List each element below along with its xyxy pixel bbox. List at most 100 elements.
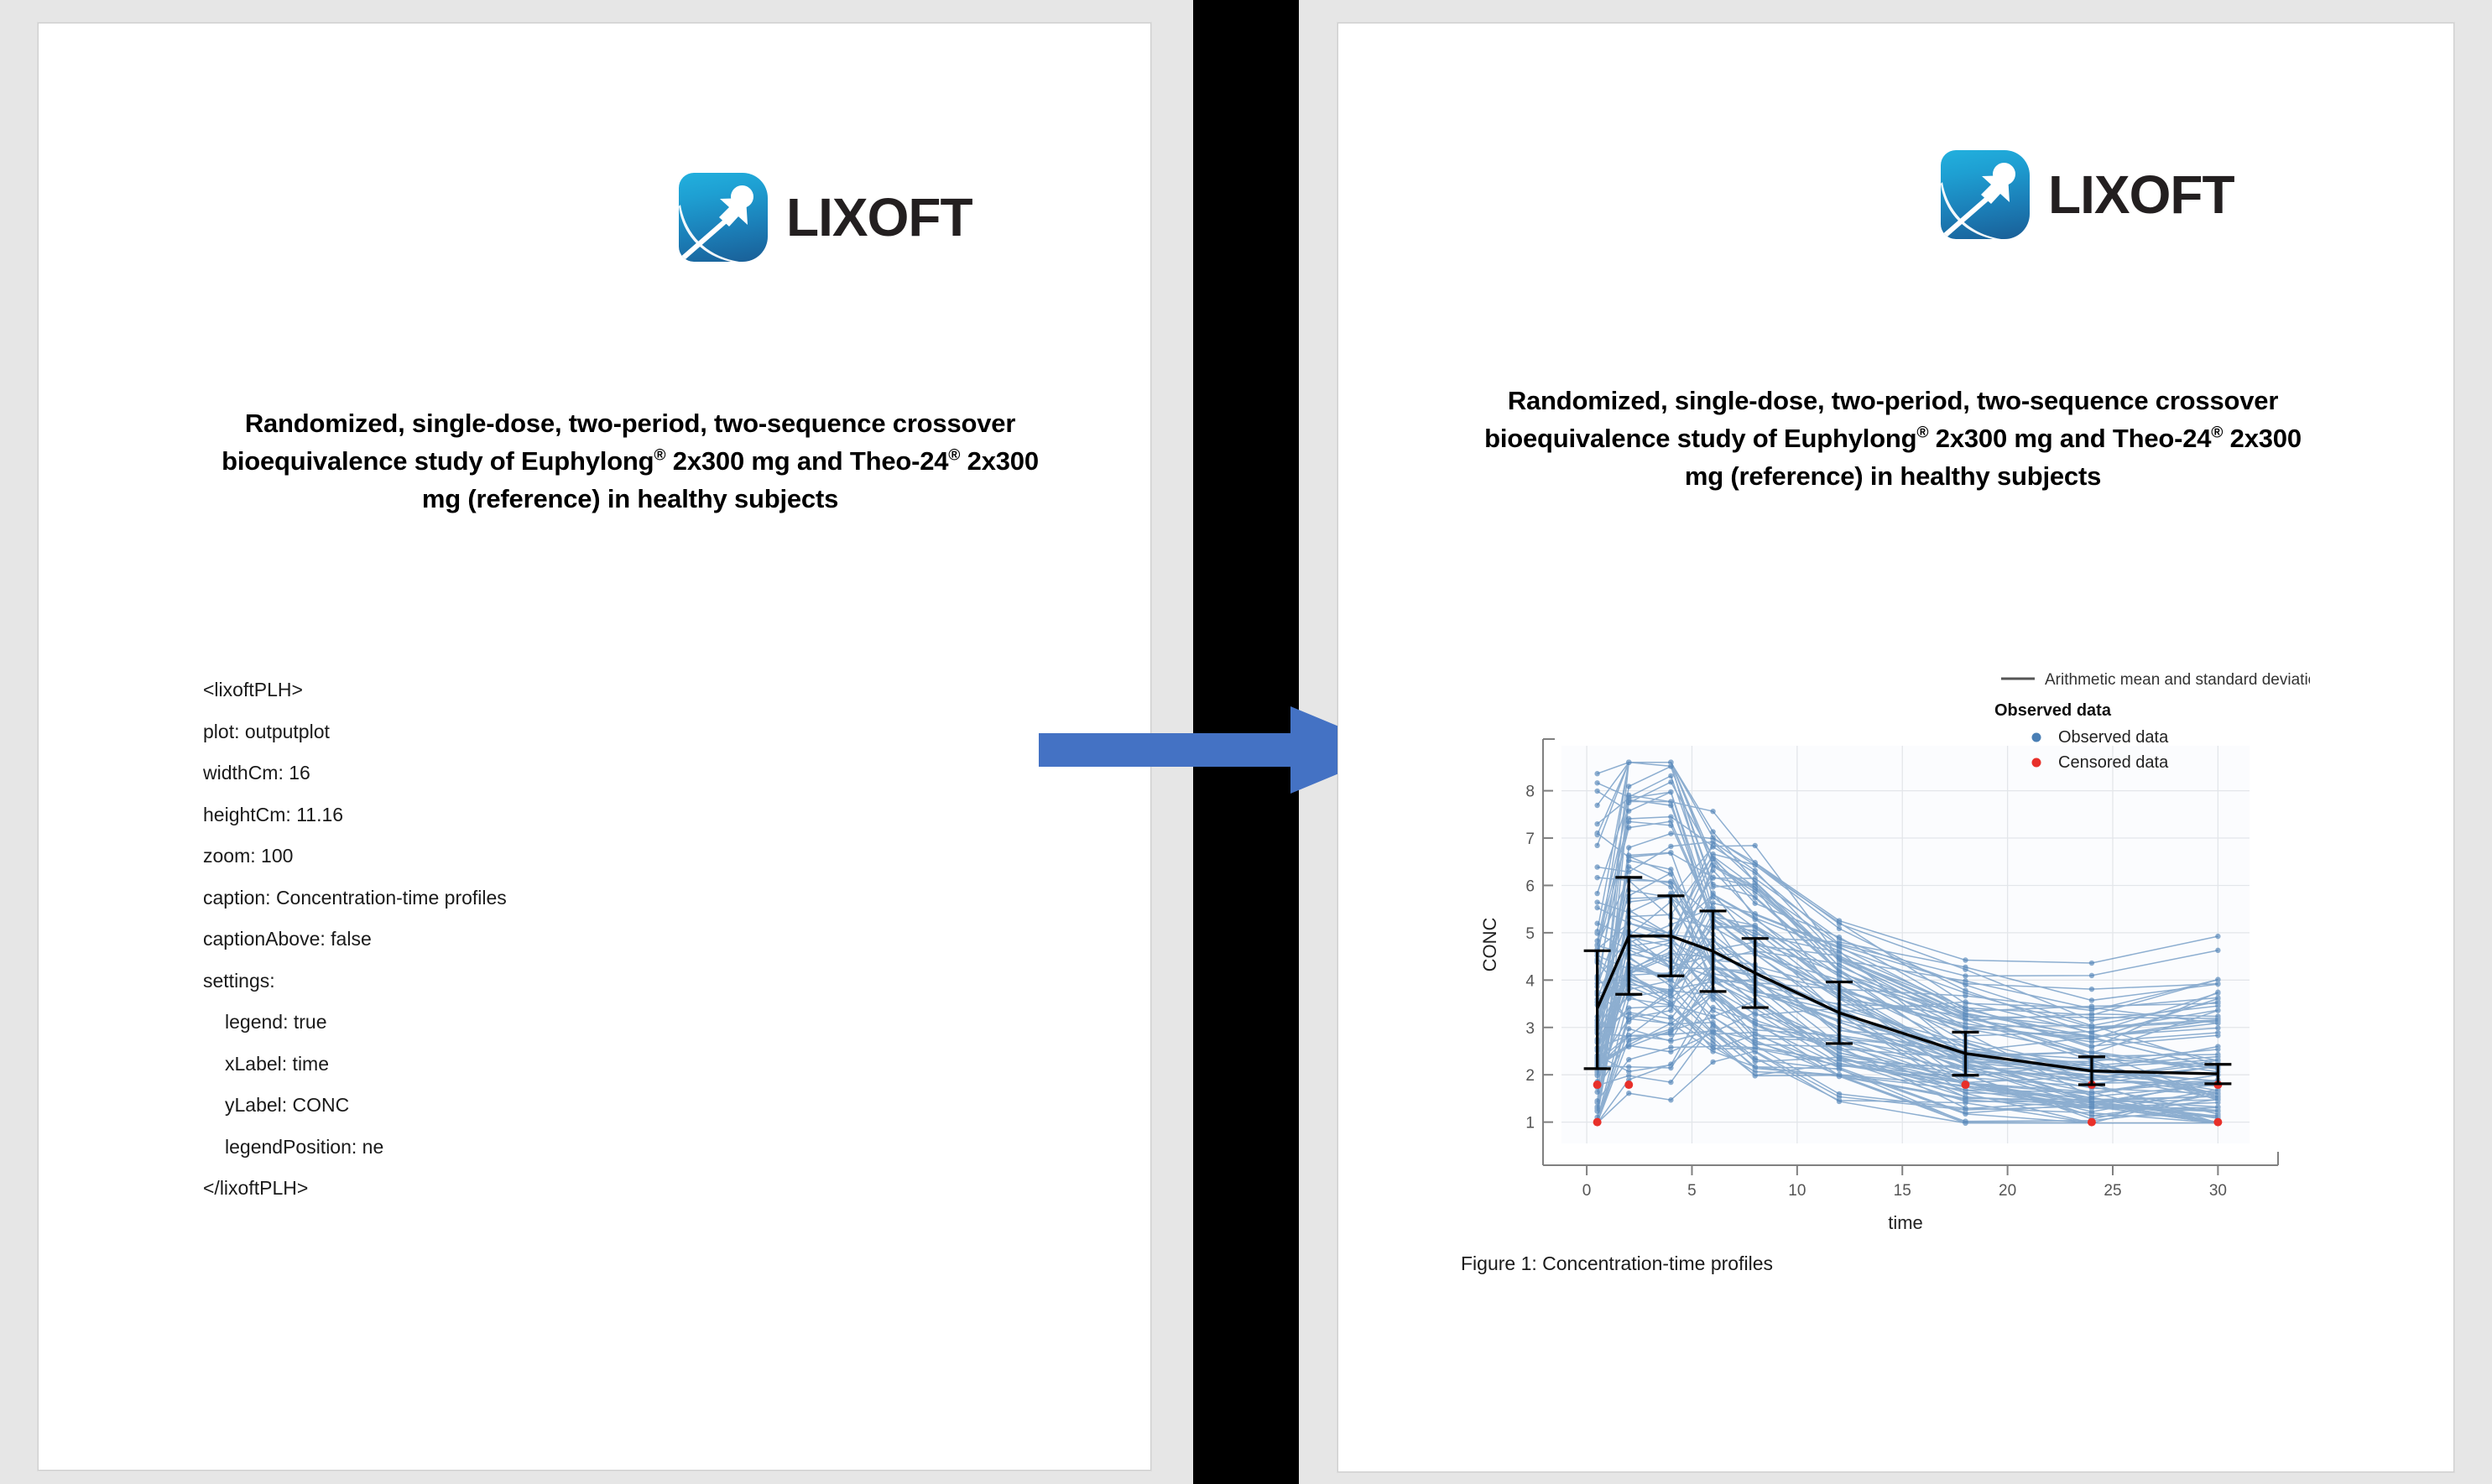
observed-point: [1668, 760, 1673, 765]
observed-point: [2215, 1021, 2220, 1026]
observed-point: [2089, 1031, 2094, 1036]
observed-point: [1668, 1008, 1673, 1013]
observed-point: [1626, 760, 1631, 765]
observed-point: [1710, 1023, 1715, 1028]
observed-point: [2215, 990, 2220, 995]
observed-point: [1837, 968, 1842, 973]
observed-point: [2215, 948, 2220, 953]
observed-point: [1668, 1021, 1673, 1026]
observed-point: [1668, 799, 1673, 804]
observed-point: [1626, 1091, 1631, 1096]
observed-point: [1837, 926, 1842, 931]
observed-point: [1963, 957, 1968, 962]
observed-point: [1710, 1028, 1715, 1033]
observed-point: [1668, 831, 1673, 836]
observed-point: [1963, 1111, 1968, 1116]
lixoft-placeholder-block[interactable]: <lixoftPLH> plot: outputplot widthCm: 16…: [203, 680, 874, 1221]
observed-point: [1668, 844, 1673, 849]
plh-line-xlabel: xLabel: time: [225, 1052, 330, 1075]
observed-point: [1963, 1091, 1968, 1096]
chart-svg[interactable]: 1 2 3 4 5 6 7 8 0 5 10 15 20 25 30 time CONC Arithmetic m…: [1461, 655, 2317, 1242]
observed-point: [1963, 1016, 1968, 1021]
observed-point: [1594, 1100, 1599, 1105]
concentration-time-chart[interactable]: 1 2 3 4 5 6 7 8 0 5 10 15 20 25 30 time CONC Arithmetic m…: [1461, 655, 2317, 1310]
x-tick-label: 30: [2209, 1182, 2227, 1200]
observed-point: [1626, 1073, 1631, 1078]
plh-line-caption: caption: Concentration-time profiles: [203, 886, 507, 909]
observed-point: [1753, 1065, 1758, 1070]
observed-point: [2215, 1003, 2220, 1008]
observed-point: [2215, 1054, 2220, 1059]
x-axis-label: time: [1888, 1212, 1923, 1233]
observed-point: [1668, 1014, 1673, 1019]
observed-point: [1668, 1039, 1673, 1044]
observed-point: [1837, 940, 1842, 945]
observed-point: [1710, 1060, 1715, 1065]
lixoft-logo-mark-icon: [679, 173, 768, 262]
observed-point: [1753, 843, 1758, 848]
observed-point: [1594, 938, 1599, 943]
observed-point: [1837, 1046, 1842, 1051]
observed-point: [2215, 1025, 2220, 1030]
observed-point: [2215, 977, 2220, 982]
observed-point: [1710, 890, 1715, 895]
observed-point: [1594, 831, 1599, 836]
observed-point: [1594, 821, 1599, 826]
observed-point: [1837, 1099, 1842, 1104]
observed-point: [1753, 889, 1758, 894]
logo-wordmark-2: LIXOFT: [2048, 164, 2235, 225]
right-document-page[interactable]: LIXOFT Randomized, single-dose, two-peri…: [1337, 23, 2454, 1472]
observed-point: [2089, 1008, 2094, 1013]
observed-point: [1668, 1097, 1673, 1102]
observed-point: [1594, 899, 1599, 904]
observed-point: [1710, 1005, 1715, 1010]
observed-point: [1710, 900, 1715, 905]
y-tick-label: 3: [1525, 1020, 1535, 1038]
logo-wordmark: LIXOFT: [786, 187, 973, 247]
plh-line-legendposition: legendPosition: ne: [225, 1135, 384, 1158]
observed-point: [2215, 982, 2220, 987]
observed-point: [1837, 1065, 1842, 1070]
observed-point: [1594, 1104, 1599, 1109]
observed-point: [1626, 816, 1631, 821]
observed-point: [1963, 973, 1968, 978]
y-tick-label: 2: [1525, 1067, 1535, 1085]
observed-point: [2215, 934, 2220, 939]
plh-line-heightcm: heightCm: 11.16: [203, 803, 344, 825]
observed-point: [1837, 961, 1842, 966]
observed-point: [1668, 992, 1673, 997]
plh-line-legend: legend: true: [225, 1011, 327, 1033]
observed-point: [1753, 1073, 1758, 1078]
plh-line-plot: plot: outputplot: [203, 720, 330, 742]
observed-point: [1668, 867, 1673, 872]
observed-point: [1668, 1049, 1673, 1054]
observed-point: [1710, 1032, 1715, 1037]
observed-point: [2215, 1033, 2220, 1038]
observed-point: [1710, 857, 1715, 862]
observed-point: [1963, 1004, 1968, 1009]
plh-line-settings: settings:: [203, 969, 275, 992]
observed-point: [1626, 869, 1631, 874]
observed-point: [2089, 1044, 2094, 1049]
observed-point: [1668, 884, 1673, 889]
left-document-page[interactable]: LIXOFT Randomized, single-dose, two-peri…: [38, 23, 1151, 1471]
y-tick-label: 7: [1525, 831, 1535, 848]
observed-point: [1837, 1091, 1842, 1096]
title-line-2: bioequivalence study of Euphylong® 2x300…: [222, 445, 1039, 476]
observed-point: [1594, 943, 1599, 948]
observed-point: [1753, 868, 1758, 873]
observed-point: [2215, 1113, 2220, 1118]
plh-line-widthcm: widthCm: 16: [203, 762, 310, 784]
y-tick-label: 8: [1525, 784, 1535, 801]
observed-point: [1963, 987, 1968, 992]
observed-point: [1753, 861, 1758, 866]
observed-point: [1963, 981, 1968, 986]
right-arrow-icon: [1039, 706, 1395, 794]
censored-point: [1624, 1080, 1633, 1089]
observed-point: [1753, 928, 1758, 933]
observed-point: [1626, 1026, 1631, 1031]
plh-open-tag: <lixoftPLH>: [203, 679, 303, 700]
observed-point: [1710, 851, 1715, 857]
lixoft-logo-right: LIXOFT: [1941, 150, 2235, 239]
observed-point: [1626, 825, 1631, 830]
